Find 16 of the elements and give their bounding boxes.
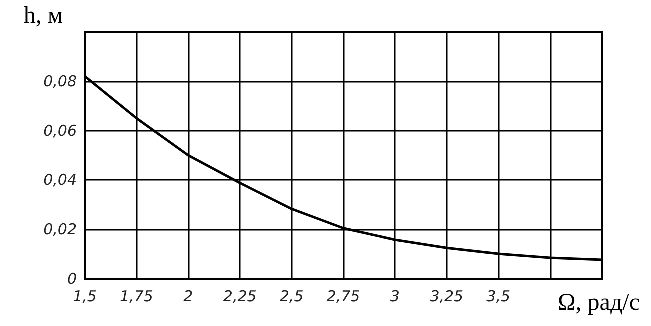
y-tick-label: 0,06 (44, 122, 77, 140)
y-tick-label: 0,04 (44, 171, 77, 190)
x-axis-title: Ω, рад/с (558, 290, 640, 316)
x-tick-label: 2,25 (223, 288, 257, 306)
y-tick-label: 0,08 (44, 72, 77, 90)
y-axis-title: h, м (24, 3, 63, 29)
x-tick-label: 2 (184, 288, 194, 306)
y-tick-label: 0,02 (44, 220, 77, 239)
x-tick-label: 2,5 (280, 288, 304, 306)
x-tick-label: 1,5 (73, 288, 97, 306)
x-tick-label: 2,75 (326, 288, 360, 306)
x-tick-label: 3,25 (430, 288, 464, 306)
x-tick-label: 3 (390, 288, 400, 306)
x-tick-label: 3,5 (486, 288, 511, 306)
x-tick-label: 1,75 (120, 288, 154, 306)
y-tick-label: 0 (67, 270, 77, 288)
